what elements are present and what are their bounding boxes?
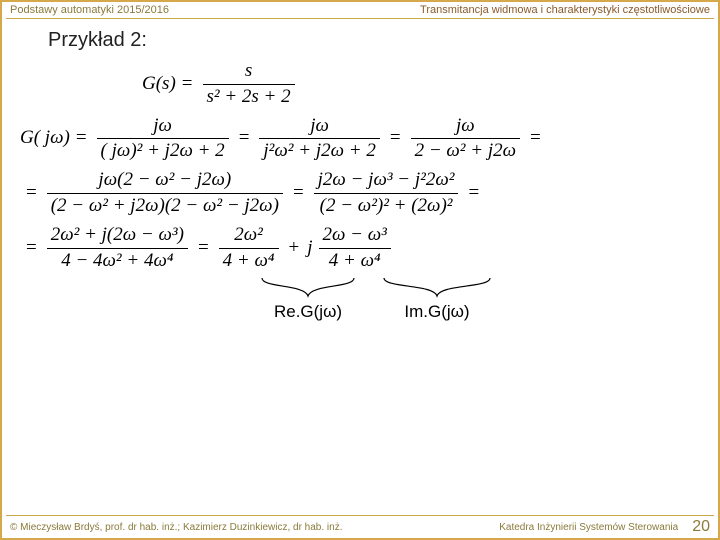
footer-dept: Katedra Inżynierii Systemów Sterowania [499, 522, 678, 533]
footer-authors: © Mieczysław Brdyś, prof. dr hab. inż.; … [10, 522, 342, 533]
page-number: 20 [692, 518, 710, 536]
footer: © Mieczysław Brdyś, prof. dr hab. inż.; … [6, 515, 714, 538]
